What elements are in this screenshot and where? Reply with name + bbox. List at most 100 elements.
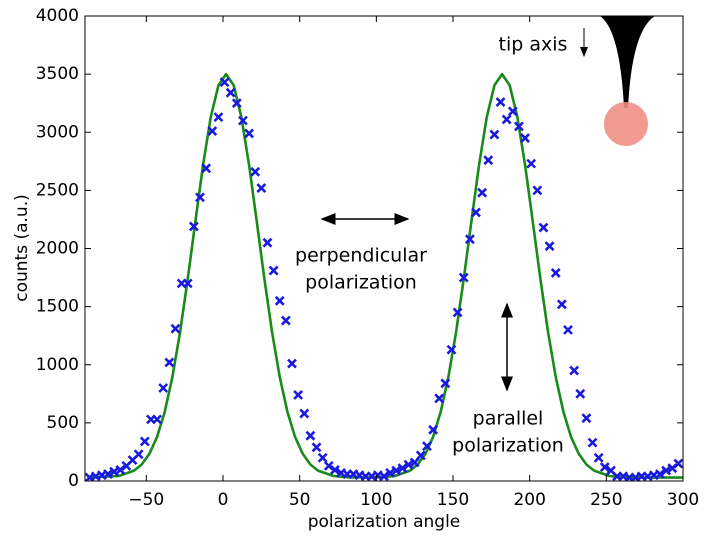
data-point [219,77,230,88]
data-point [256,183,267,193]
data-point [268,265,279,276]
data-point [403,459,414,470]
data-point [587,437,598,448]
data-point [293,390,304,400]
data-point [556,299,567,310]
data-point [274,295,285,306]
data-point [575,388,586,399]
data-point [526,158,537,169]
data-point [152,414,162,425]
data-point [182,278,193,289]
data-point [581,413,592,424]
data-point [280,315,291,326]
x-tick-label: −50 [128,490,164,510]
data-point [514,121,524,132]
data-point [434,393,445,404]
data-point [452,307,463,318]
x-tick-label: 50 [289,490,311,510]
tip-icon [600,16,655,108]
x-tick-label: 250 [590,490,622,510]
data-point [250,166,261,177]
data-point [593,452,604,463]
data-point [599,462,610,472]
data-point [415,450,426,461]
data-point [477,187,488,198]
data-point [103,469,113,479]
x-tick-label: 0 [218,490,229,510]
data-point [483,155,494,166]
data-point [164,357,175,368]
data-point [170,323,181,334]
y-tick-label: 0 [68,471,79,491]
y-tick-label: 2000 [36,239,79,259]
data-point [379,471,389,481]
data-point [311,442,322,453]
data-point [673,458,683,469]
data-point [489,129,500,140]
data-point [139,436,150,447]
particle-icon [604,102,648,146]
data-point [287,358,297,369]
data-point [563,324,573,335]
y-tick-label: 500 [47,413,79,433]
data-point [446,344,457,355]
x-axis-label: polarization angle [308,512,461,532]
y-axis-label: counts (a.u.) [12,194,32,302]
x-tick-label: 300 [667,490,699,510]
data-point [464,234,475,245]
data-point [225,87,236,98]
data-point [238,115,248,126]
data-point [391,465,402,476]
data-point [661,465,672,476]
plot-area [85,16,683,481]
data-point [385,467,396,478]
data-point [507,106,518,117]
data-point [495,97,506,107]
y-tick-label: 3000 [36,122,79,142]
data-point [299,408,310,419]
x-tick-label: 100 [360,490,392,510]
data-point [655,469,665,479]
data-point [471,207,481,218]
data-point [207,126,218,137]
data-point [440,378,451,389]
data-point [569,365,580,376]
annotation: tip axis [499,34,568,56]
annotation: polarization [305,272,417,294]
data-point [330,465,340,475]
x-tick-label: 200 [513,490,545,510]
data-point [188,221,199,232]
data-point [158,383,169,393]
data-point [520,133,530,143]
data-point [317,452,328,463]
data-point [422,441,432,452]
data-point [262,237,273,248]
data-point [501,114,512,125]
y-tick-label: 1000 [36,355,79,375]
y-tick-label: 2500 [36,180,79,200]
annotation: perpendicular [295,245,427,267]
annotation: polarization [452,435,564,457]
plot-layer [85,72,683,481]
data-point [428,424,438,435]
data-point [133,449,144,460]
data-point [244,128,254,139]
data-point [550,267,561,278]
data-point [231,98,242,109]
annotation: parallel [473,408,544,430]
data-point [213,112,224,123]
x-tick-label: 150 [437,490,469,510]
data-point [544,241,555,252]
data-point [397,463,408,474]
data-point [115,465,126,475]
data-point [538,222,549,233]
data-point [532,185,543,196]
data-point [305,430,316,441]
y-tick-label: 4000 [36,6,79,26]
data-point [323,460,334,471]
data-point [201,163,212,174]
y-tick-label: 1500 [36,297,79,317]
data-point [195,192,205,203]
